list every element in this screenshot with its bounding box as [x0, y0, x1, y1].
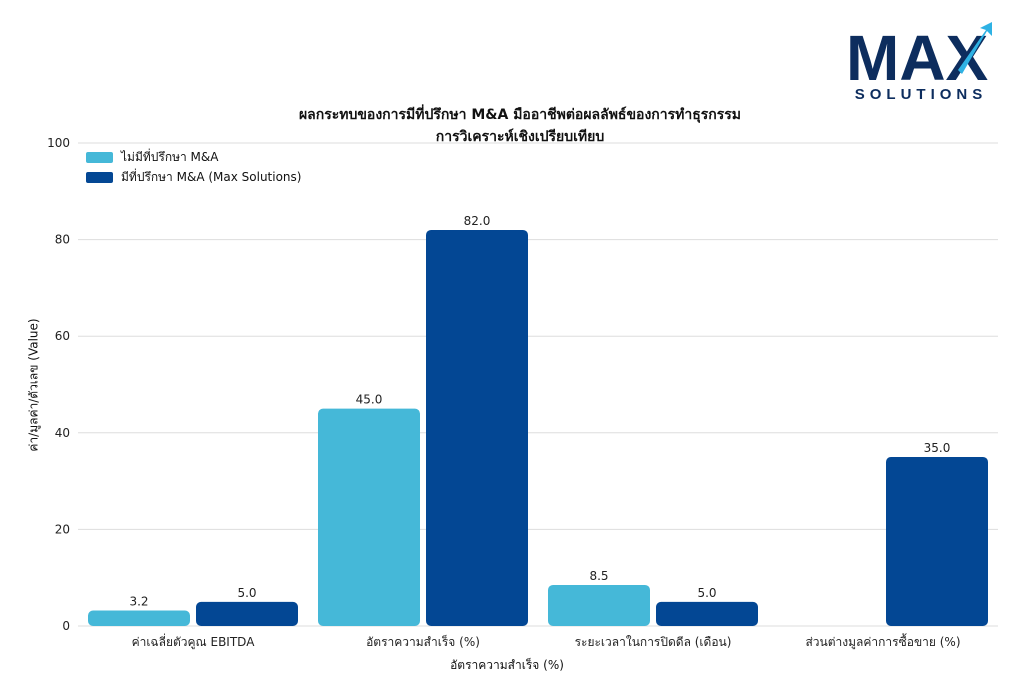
bar-s2-c3	[656, 601, 758, 626]
arrow-up-icon	[958, 22, 992, 74]
bar-s2-c1	[196, 601, 298, 626]
y-tick-label-3: 60	[55, 329, 70, 343]
data-label-s1-c3: 8.5	[589, 569, 608, 583]
legend-item-series1: ไม่มีที่ปรึกษา M&A	[86, 147, 301, 167]
chart-title-line2: การวิเคราะห์เชิงเปรียบเทียบ	[435, 129, 605, 145]
x-tick-label-3: ระยะเวลาในการปิดดีล (เดือน)	[575, 635, 732, 649]
max-solutions-logo: MAX SOLUTIONS	[846, 20, 996, 108]
y-tick-label-4: 80	[55, 233, 70, 247]
x-tick-label-4: ส่วนต่างมูลค่าการซื้อขาย (%)	[805, 633, 960, 650]
bar-s2-c2	[426, 229, 528, 626]
logo-subtext: SOLUTIONS	[854, 86, 988, 103]
x-tick-label-2: อัตราความสำเร็จ (%)	[366, 634, 480, 649]
bar-s1-c3	[548, 584, 650, 626]
data-label-s1-c1: 3.2	[129, 595, 148, 609]
y-tick-label-1: 20	[55, 522, 70, 536]
legend-item-series2: มีที่ปรึกษา M&A (Max Solutions)	[86, 167, 301, 187]
legend-label-series1: ไม่มีที่ปรึกษา M&A	[121, 149, 219, 164]
y-tick-label-2: 40	[55, 426, 70, 440]
data-label-s2-c1: 5.0	[237, 586, 256, 600]
legend-swatch-series1	[86, 151, 113, 163]
chart-title-line1: ผลกระทบของการมีที่ปรึกษา M&A มืออาชีพต่อ…	[298, 107, 742, 123]
legend-swatch-series2	[86, 171, 113, 183]
data-label-s2-c3: 5.0	[697, 586, 716, 600]
bar-s1-c2	[318, 408, 420, 626]
x-axis-label: อัตราความสำเร็จ (%)	[450, 658, 564, 672]
data-label-s2-c2: 82.0	[464, 214, 491, 228]
y-tick-label-0: 0	[62, 619, 70, 633]
x-tick-label-1: ค่าเฉลี่ยตัวคูณ EBITDA	[132, 633, 256, 650]
data-label-s2-c4: 35.0	[924, 441, 951, 455]
logo-mark-text: MAX	[846, 22, 989, 86]
data-label-s1-c2: 45.0	[356, 393, 383, 407]
chart-title: ผลกระทบของการมีที่ปรึกษา M&A มืออาชีพต่อ…	[190, 104, 850, 148]
bar-s1-c1	[88, 610, 190, 626]
y-axis-label: ค่า/มูลค่า/ตัวเลข (Value)	[26, 318, 41, 452]
y-tick-label-5: 100	[47, 136, 70, 150]
bar-s2-c4	[886, 456, 988, 626]
legend-label-series2: มีที่ปรึกษา M&A (Max Solutions)	[121, 169, 302, 184]
legend: ไม่มีที่ปรึกษา M&A มีที่ปรึกษา M&A (Max …	[86, 147, 301, 187]
logo-mark: MAX	[846, 22, 992, 94]
